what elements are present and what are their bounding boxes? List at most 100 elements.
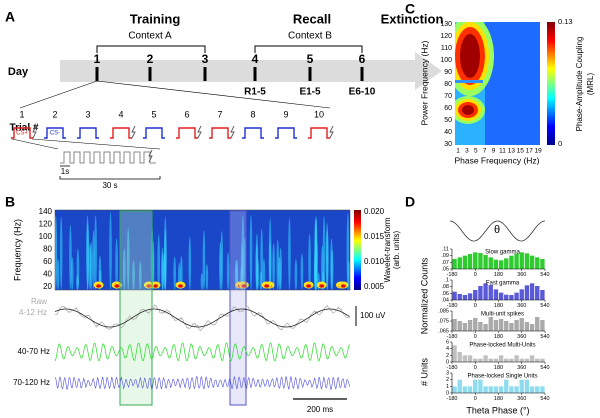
bar: [488, 386, 493, 393]
y-tick-label: 70: [444, 93, 452, 100]
bar: [467, 320, 473, 331]
bar: [462, 355, 468, 362]
x-tick-label: 11: [499, 148, 506, 155]
spectrogram: [55, 210, 350, 290]
bar: [509, 386, 514, 393]
spectral-streak: [308, 233, 311, 290]
bar: [493, 320, 499, 331]
x-tick-label: 360: [517, 334, 526, 340]
y-axis-label: Normalized Counts: [419, 257, 429, 334]
bar: [524, 379, 530, 393]
chart-title: Phase-locked Multi-Units: [469, 343, 535, 349]
x-tick-label: -180: [446, 365, 457, 371]
zoom-line: [11, 138, 59, 150]
x-tick-label: 0: [474, 272, 477, 278]
day-number: 6: [359, 52, 366, 66]
bar: [488, 285, 493, 300]
bar: [535, 358, 540, 362]
bar: [457, 294, 462, 300]
bar: [452, 386, 457, 393]
bar: [524, 322, 530, 331]
bar: [452, 319, 457, 331]
panel-label: A: [5, 9, 15, 25]
spectral-streak: [92, 230, 95, 290]
y-tick-label: 0: [446, 359, 449, 365]
trial-pulse: [209, 127, 231, 139]
bar: [540, 290, 545, 300]
theta-wave: [449, 220, 546, 242]
spectral-streak: [115, 238, 118, 290]
x-tick-label: 1: [456, 148, 460, 155]
bar: [524, 285, 530, 300]
scale-label: 30 s: [102, 181, 117, 190]
y-tick-label: 2: [446, 353, 449, 359]
zoom-line: [31, 138, 161, 150]
y-tick-label: 40: [43, 270, 52, 279]
spectral-streak: [294, 259, 298, 290]
bar: [504, 321, 509, 331]
session-label: E6-10: [349, 87, 376, 98]
spectral-streak: [346, 212, 350, 290]
x-tick-label: 180: [494, 272, 503, 278]
spectral-streak: [279, 247, 282, 290]
bar: [478, 379, 483, 393]
x-tick-label: -180: [446, 396, 457, 402]
trial-number: 7: [217, 109, 222, 119]
x-tick-label: 9: [492, 148, 496, 155]
spectral-streak: [249, 214, 253, 290]
scale-bracket: [59, 176, 161, 180]
timeline-arrow: [60, 52, 442, 90]
spectral-streak: [202, 230, 206, 290]
spectral-streak: [55, 215, 58, 290]
bar: [467, 355, 473, 362]
spectral-streak: [326, 230, 329, 290]
bar: [488, 257, 493, 269]
session-label: R1-5: [244, 87, 266, 98]
bar: [498, 260, 504, 269]
bar: [493, 259, 499, 269]
spectral-streak: [157, 234, 160, 290]
bar: [473, 358, 478, 362]
y-tick-label: 4: [446, 346, 449, 352]
y-tick-label: 90: [444, 69, 452, 76]
trial-number: 9: [283, 109, 288, 119]
y-tick-label: 2: [446, 377, 449, 383]
y-tick-label: 110: [441, 45, 452, 52]
day-number: 4: [252, 52, 259, 66]
x-tick-label: 180: [494, 396, 503, 402]
spectral-streak: [173, 256, 176, 290]
bar: [540, 259, 545, 269]
spectral-streak: [139, 261, 142, 290]
shock-icon: [131, 125, 136, 139]
x-tick-label: 540: [540, 303, 549, 309]
shock-icon: [148, 149, 153, 163]
scale-label: 200 ms: [307, 405, 333, 414]
y-tick-label: 60: [444, 105, 452, 112]
spectral-streak: [330, 249, 334, 290]
y-tick-label: .07: [441, 260, 449, 266]
x-tick-label: -180: [446, 272, 457, 278]
y-tick-label: 100: [440, 57, 452, 64]
bar: [540, 386, 545, 393]
x-tick-label: 180: [494, 334, 503, 340]
colorbar-label: Wavelet-transform: [383, 217, 392, 282]
x-tick-label: -180: [446, 303, 457, 309]
spectral-streak: [109, 212, 112, 290]
spectral-streak: [126, 227, 130, 290]
scale-label: 100 uV: [360, 311, 386, 320]
bar: [504, 258, 509, 269]
bar: [452, 259, 457, 269]
trace-label: 40-70 Hz: [18, 347, 50, 356]
bar: [498, 386, 504, 393]
colorbar-label: Phase-Amplitude Coupling: [575, 37, 584, 132]
x-tick-label: 360: [517, 272, 526, 278]
x-tick-label: 540: [540, 396, 549, 402]
colorbar: [547, 22, 555, 145]
bar: [493, 289, 499, 300]
bar: [514, 253, 519, 269]
power-blob: [96, 284, 102, 288]
bar: [473, 318, 478, 331]
x-tick-label: 0: [474, 334, 477, 340]
power-blob: [146, 284, 152, 288]
bar: [457, 352, 462, 362]
